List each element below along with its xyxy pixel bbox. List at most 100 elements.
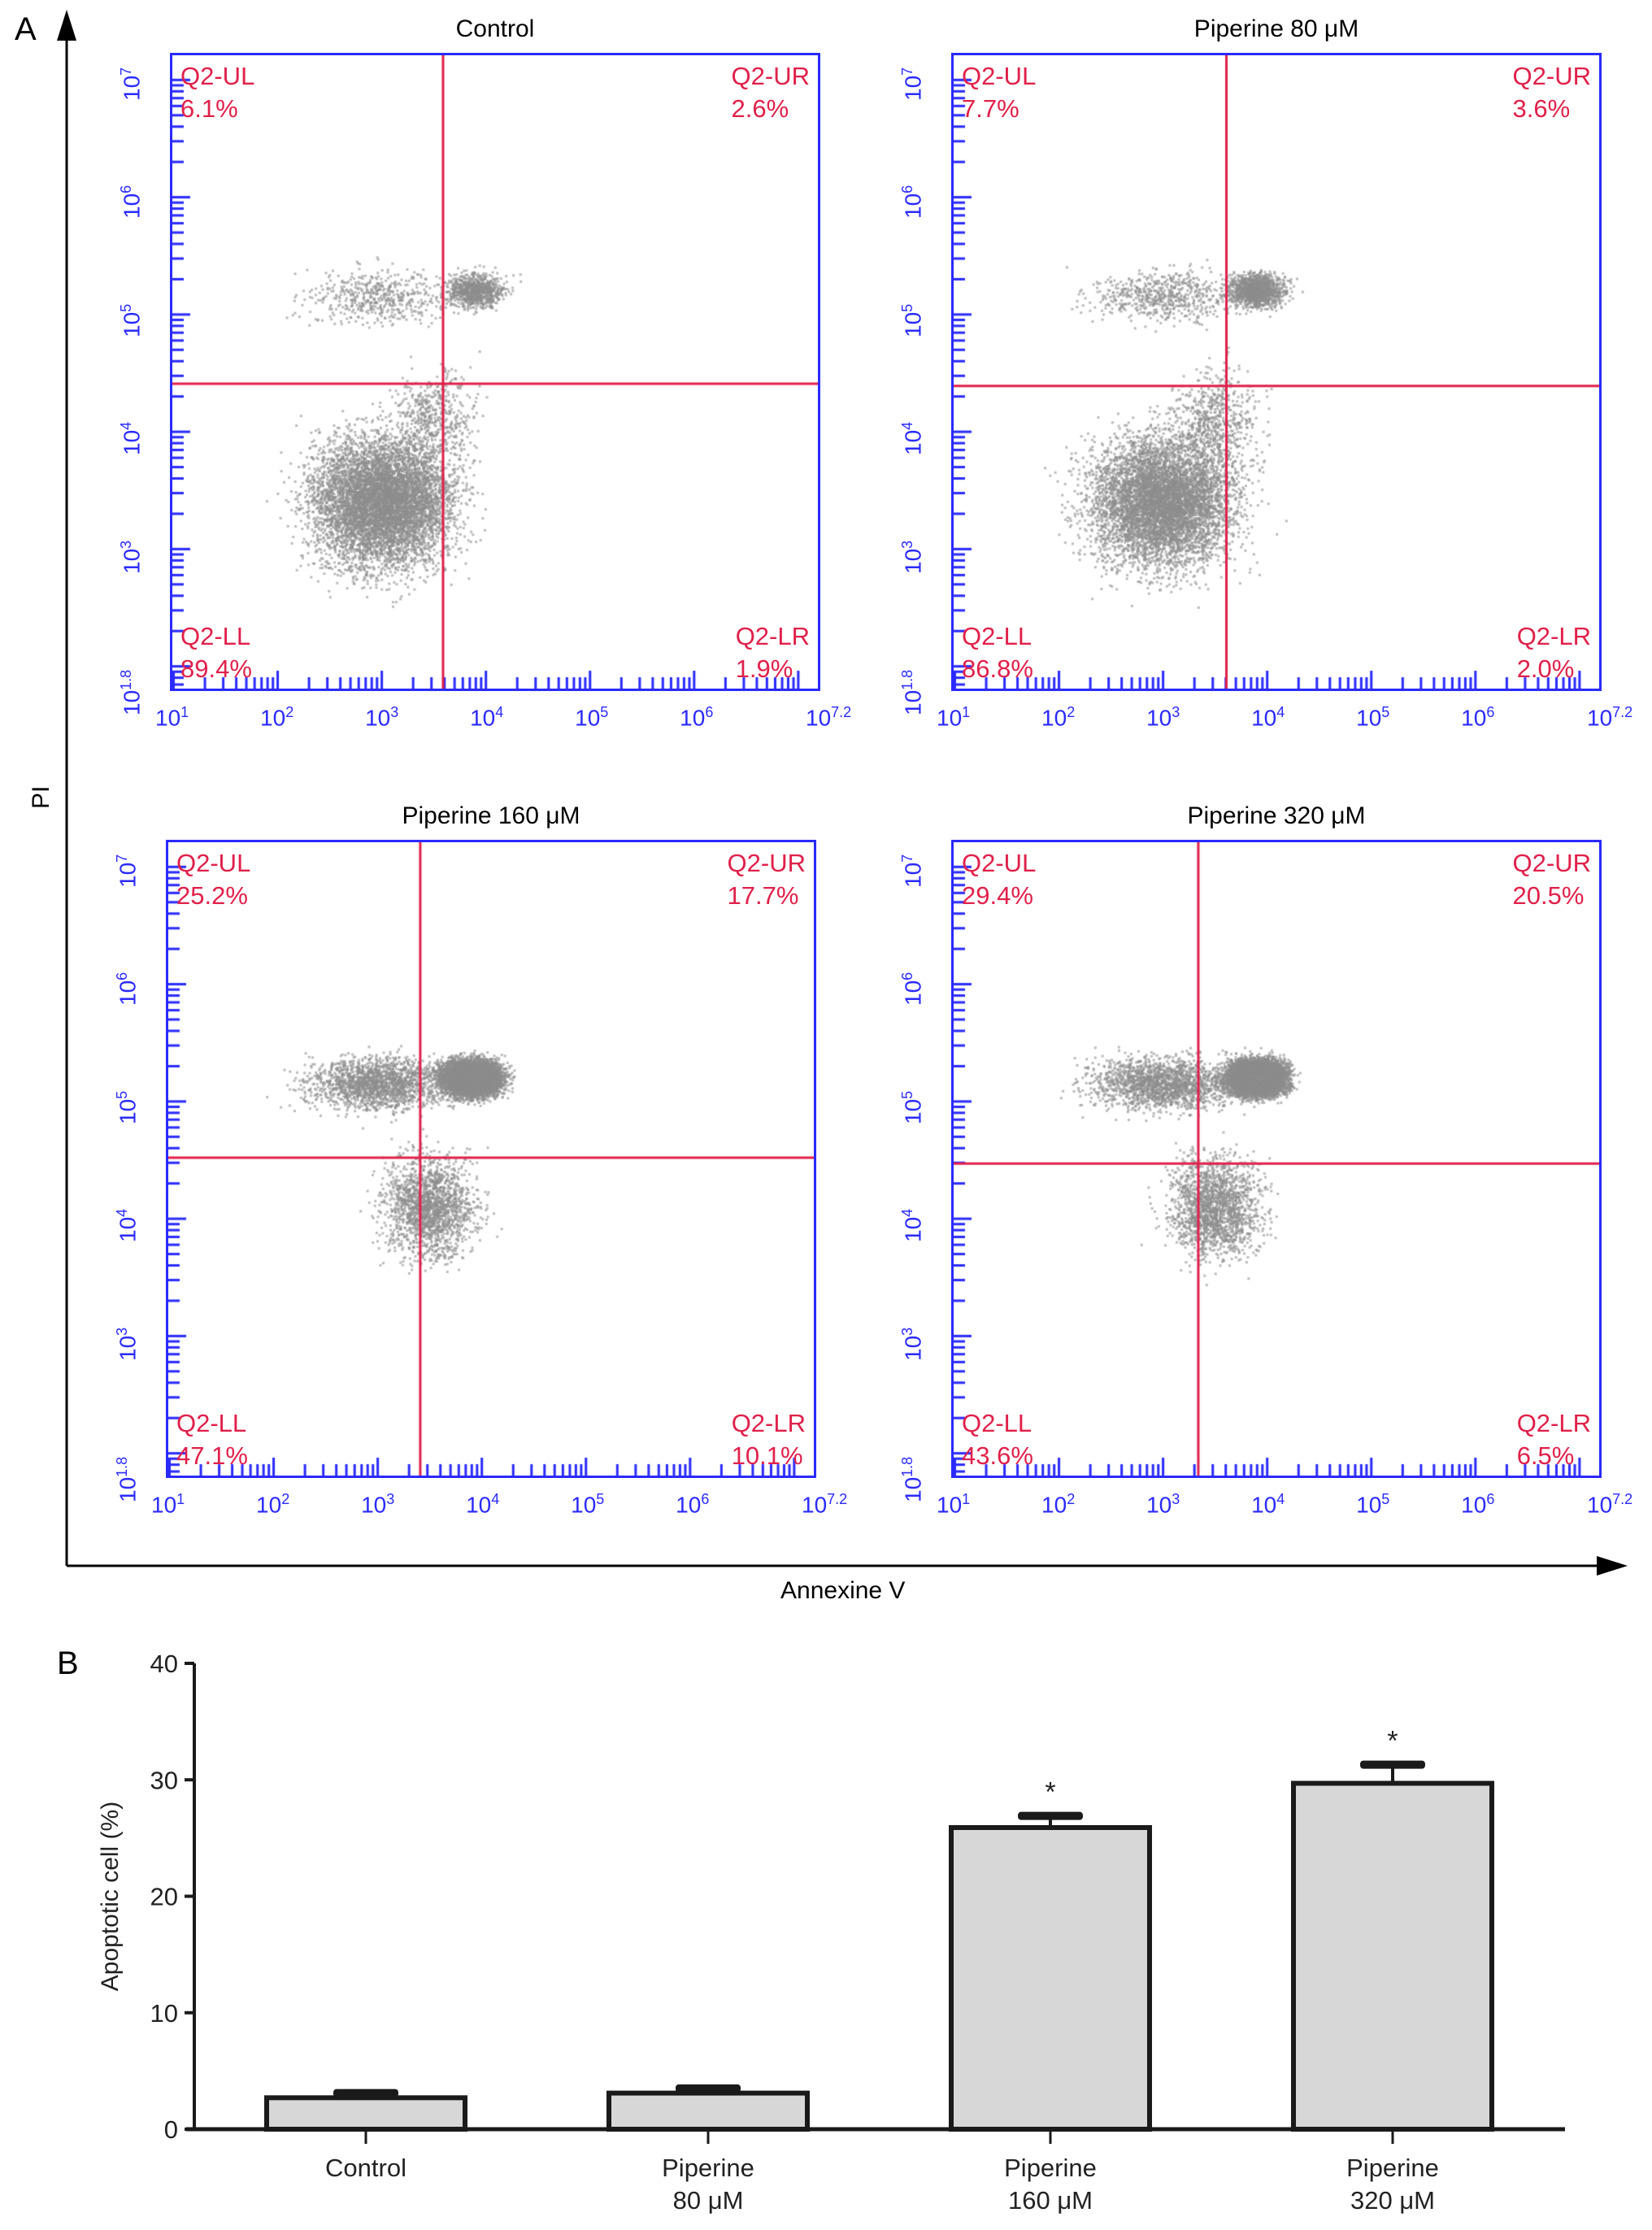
x-tick-label: 103 <box>1146 704 1180 731</box>
quadrant-name: Q2-UL <box>176 849 251 877</box>
tick-exponent: 7 <box>899 67 915 76</box>
tick-base: 10 <box>119 311 145 337</box>
tick-base: 10 <box>1251 1492 1277 1518</box>
quadrant-percent: 1.9% <box>735 654 793 683</box>
x-tick-label: 105 <box>571 1491 604 1518</box>
x-tick-label: 101 <box>151 1491 185 1518</box>
tick-base: 10 <box>900 548 926 574</box>
tick-base: 10 <box>571 1492 597 1518</box>
quadrant-percent: 20.5% <box>1512 881 1585 910</box>
tick-exponent: 4 <box>495 704 504 720</box>
error-cap <box>1360 1760 1425 1769</box>
tick-exponent: 4 <box>491 1491 500 1507</box>
x-tick-label: 105 <box>575 704 608 731</box>
quadrant-ll: Q2-LL 43.6% <box>962 1407 1033 1472</box>
x-tick-label: 103 <box>365 704 398 731</box>
y-tick-label: 106 <box>114 972 141 1006</box>
tick-exponent: 7 <box>118 67 134 76</box>
quadrant-ll: Q2-LL 86.8% <box>962 620 1033 685</box>
quadrant-name: Q2-LR <box>1516 1409 1591 1437</box>
y-tick-label: 0 <box>164 2115 178 2144</box>
tick-base: 10 <box>115 862 141 889</box>
quadrant-ul: Q2-UL 7.7% <box>962 60 1036 125</box>
tick-exponent: 4 <box>118 422 134 431</box>
x-category-label: 80 μM <box>673 2186 744 2215</box>
y-tick-label: 103 <box>114 1327 141 1360</box>
y-tick-label: 30 <box>150 1766 178 1794</box>
tick-base: 10 <box>365 705 391 731</box>
tick-exponent: 1.8 <box>114 1456 130 1477</box>
quadrant-lr: Q2-LR 2.0% <box>1517 620 1591 685</box>
quadrant-percent: 86.8% <box>962 654 1033 683</box>
tick-base: 10 <box>900 1217 926 1243</box>
tick-exponent: 4 <box>899 1209 915 1218</box>
bar <box>606 2090 810 2132</box>
tick-base: 10 <box>115 1217 141 1243</box>
tick-exponent: 5 <box>600 704 609 720</box>
tick-exponent: 2 <box>281 1491 290 1507</box>
tick-exponent: 7.2 <box>827 1491 848 1507</box>
quadrant-name: Q2-UR <box>1512 849 1591 877</box>
quadrant-percent: 2.6% <box>731 94 789 123</box>
quadrant-ul: Q2-UL 29.4% <box>962 847 1036 912</box>
y-tick-label: 10 <box>150 1999 178 2028</box>
tick-exponent: 1 <box>962 704 971 720</box>
tick-base: 10 <box>115 1335 141 1361</box>
x-tick-label: 101 <box>155 704 189 731</box>
tick-exponent: 3 <box>1172 1491 1180 1507</box>
annexin-axis-arrow-icon <box>1597 1556 1628 1576</box>
quadrant-name: Q2-UL <box>962 849 1037 877</box>
tick-exponent: 3 <box>1172 704 1180 720</box>
tick-exponent: 1.8 <box>899 669 915 690</box>
tick-base: 10 <box>1461 1492 1487 1518</box>
tick-exponent: 4 <box>1276 1491 1285 1507</box>
x-tick-label: 105 <box>1356 704 1389 731</box>
x-category-label: Control <box>325 2154 406 2182</box>
tick-exponent: 1 <box>180 704 189 720</box>
x-category-label: 320 μM <box>1350 2186 1435 2215</box>
tick-exponent: 5 <box>899 303 915 312</box>
significance-marker: * <box>1045 1777 1055 1808</box>
y-tick-label: 103 <box>899 1327 926 1360</box>
tick-base: 10 <box>900 75 926 102</box>
pi-axis-arrow-icon <box>57 10 76 41</box>
tick-exponent: 7 <box>114 854 130 863</box>
quadrant-percent: 29.4% <box>962 881 1033 910</box>
tick-base: 10 <box>1356 705 1382 731</box>
tick-base: 10 <box>937 705 963 731</box>
x-tick-label: 106 <box>680 704 713 731</box>
x-category-label: Piperine <box>1346 2154 1439 2182</box>
quadrant-percent: 7.7% <box>962 94 1019 123</box>
quadrant-name: Q2-LL <box>176 1409 247 1437</box>
scatter-density <box>954 55 1599 689</box>
tick-base: 10 <box>900 1476 926 1502</box>
bar <box>949 1824 1152 2132</box>
overall-axes <box>57 10 1628 1576</box>
panel-title: Piperine 160 μM <box>402 802 580 829</box>
x-tick-label: 101 <box>937 1491 970 1518</box>
quadrant-percent: 89.4% <box>180 654 252 683</box>
tick-exponent: 4 <box>114 1209 130 1218</box>
tick-base: 10 <box>260 705 286 731</box>
x-tick-label: 106 <box>1461 704 1494 731</box>
tick-exponent: 6 <box>899 185 915 194</box>
tick-exponent: 3 <box>386 1491 395 1507</box>
tick-exponent: 7 <box>899 854 915 863</box>
flow-cytometry-plot: Q2-UL 7.7% Q2-UR 3.6% Q2-LL 86.8% Q2-LR 2.0% <box>951 53 1602 691</box>
y-tick-label: 106 <box>899 972 926 1006</box>
tick-base: 10 <box>119 689 145 715</box>
y-tick-label: 106 <box>118 185 145 219</box>
quadrant-percent: 3.6% <box>1512 94 1571 123</box>
quadrant-percent: 10.1% <box>731 1441 803 1470</box>
tick-base: 10 <box>1146 1492 1172 1518</box>
x-tick-label: 103 <box>1146 1491 1180 1518</box>
tick-base: 10 <box>575 705 601 731</box>
x-tick-label: 104 <box>466 1491 499 1518</box>
y-tick-label: 103 <box>899 540 926 573</box>
quadrant-name: Q2-LL <box>962 1409 1032 1437</box>
tick-base: 10 <box>119 193 145 220</box>
panel-title: Piperine 80 μM <box>1193 15 1359 42</box>
tick-base: 10 <box>119 75 145 102</box>
tick-exponent: 5 <box>1381 1491 1390 1507</box>
